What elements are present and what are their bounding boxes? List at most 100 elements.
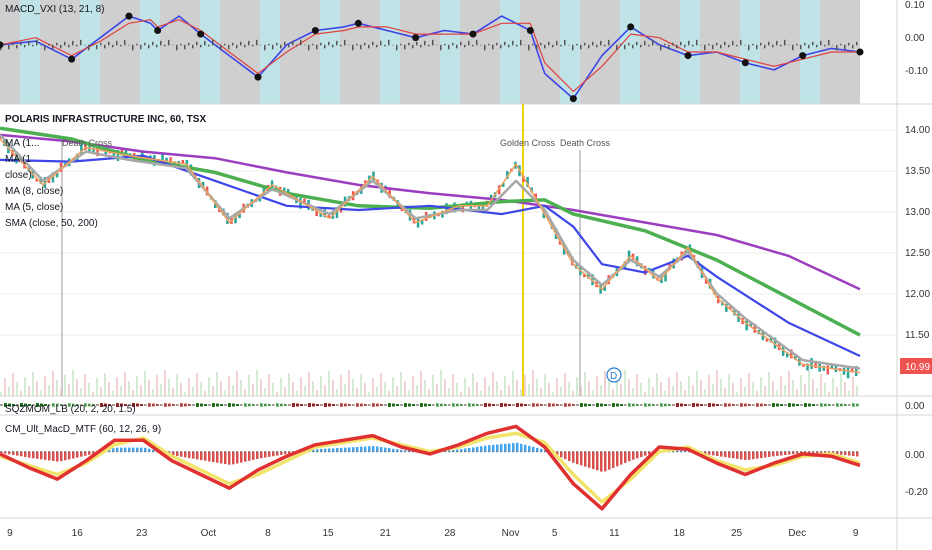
cm-hist-bar xyxy=(152,449,155,453)
cm-hist-bar xyxy=(172,451,175,456)
candle xyxy=(400,207,404,211)
volume-bar xyxy=(508,385,510,396)
cm-hist-bar xyxy=(16,451,19,456)
price-label-box xyxy=(900,358,932,374)
x-tick-label: 11 xyxy=(609,528,620,539)
volume-bar xyxy=(616,375,618,396)
macd-hist-bar xyxy=(36,39,38,46)
cm-hist-bar xyxy=(800,451,803,454)
volume-bar xyxy=(256,370,258,396)
macd-hist-bar xyxy=(824,44,826,47)
volume-bar xyxy=(4,378,6,396)
macd-band xyxy=(20,0,40,104)
volume-bar xyxy=(328,371,330,396)
macd-hist-bar xyxy=(60,44,62,49)
macd-hist-bar xyxy=(260,44,262,46)
volume-bar xyxy=(664,391,666,396)
volume-bar xyxy=(516,380,518,396)
macd-hist-bar xyxy=(800,44,802,50)
cm-hist-bar xyxy=(844,451,847,456)
volume-bar xyxy=(244,389,246,396)
volume-bar xyxy=(708,375,710,396)
macd-hist-bar xyxy=(304,44,306,46)
cm-hist-bar xyxy=(792,451,795,455)
volume-bar xyxy=(288,373,290,396)
volume-bar xyxy=(404,381,406,396)
macd-hist-bar xyxy=(212,39,214,46)
volume-bar xyxy=(732,383,734,396)
volume-bar xyxy=(540,388,542,396)
sqz-title: SQZMOM_LB (20, 2, 20, 1.5) xyxy=(5,404,136,415)
cm-hist-bar xyxy=(284,451,287,455)
cm-hist-bar xyxy=(224,451,227,465)
volume-bar xyxy=(428,389,430,396)
x-tick-label: 5 xyxy=(552,528,558,539)
macd-hist-bar xyxy=(588,44,590,49)
volume-bar xyxy=(824,383,826,396)
candle xyxy=(408,209,412,221)
macd-hist-bar xyxy=(840,43,842,46)
macd-hist-bar xyxy=(460,41,462,46)
x-tick-label: 8 xyxy=(265,528,271,539)
macd-hist-bar xyxy=(624,44,626,50)
volume-bar xyxy=(76,379,78,396)
cm-hist-bar xyxy=(0,451,3,453)
macd-hist-bar xyxy=(236,44,238,49)
cm-hist-bar xyxy=(452,449,455,453)
candle xyxy=(80,144,83,156)
volume-bar xyxy=(836,387,838,396)
macd-hist-bar xyxy=(392,44,394,46)
volume-bar xyxy=(276,392,278,396)
macd-marker xyxy=(799,52,807,60)
dividend-marker[interactable] xyxy=(606,367,622,383)
macd-hist-bar xyxy=(516,44,518,47)
volume-bar xyxy=(532,370,534,396)
cm-hist-bar xyxy=(344,447,347,453)
macd-title: MACD_VXI (13, 21, 8) xyxy=(5,4,104,15)
cm-hist-bar xyxy=(32,451,35,459)
cm-hist-bar xyxy=(516,442,519,453)
volume-bar xyxy=(632,388,634,396)
macd-hist-bar xyxy=(772,44,774,48)
x-tick-label: Oct xyxy=(201,528,217,539)
volume-bar xyxy=(652,387,654,396)
cm-hist-bar xyxy=(88,451,91,455)
volume-bar xyxy=(500,390,502,396)
cm-hist-bar xyxy=(64,451,67,461)
cm-hist-bar xyxy=(584,451,587,467)
series-line xyxy=(0,424,861,511)
cm-hist-bar xyxy=(68,451,71,460)
cm-hist-bar xyxy=(600,451,603,472)
macd-hist-bar xyxy=(616,44,618,51)
candle xyxy=(477,203,481,211)
volume-bar xyxy=(60,389,62,396)
volume-bar xyxy=(620,384,622,396)
cm-hist-bar xyxy=(576,451,579,465)
cm-hist-bar xyxy=(492,444,495,453)
y-tick-label: 0.10 xyxy=(905,0,925,11)
macd-hist-bar xyxy=(804,42,806,46)
volume-bar xyxy=(356,388,358,396)
cm-hist-bar xyxy=(392,448,395,453)
candle xyxy=(822,365,825,371)
macd-hist-bar xyxy=(100,42,102,46)
candle xyxy=(218,209,221,213)
macd-hist-bar xyxy=(536,44,538,50)
macd-hist-bar xyxy=(796,43,798,46)
macd-hist-bar xyxy=(24,44,26,48)
macd-hist-bar xyxy=(488,43,490,46)
cm-hist-bar xyxy=(84,451,87,456)
volume-bar xyxy=(492,372,494,396)
macd-hist-bar xyxy=(96,44,98,50)
macd-hist-bar xyxy=(612,44,614,46)
macd-hist-bar xyxy=(852,44,854,49)
cm-hist-bar xyxy=(624,451,627,463)
macd-band xyxy=(200,0,220,104)
macd-hist-bar xyxy=(672,42,674,46)
volume-bar xyxy=(184,392,186,396)
cm-hist-bar xyxy=(356,446,359,453)
macd-hist-bar xyxy=(320,42,322,46)
macd-hist-bar xyxy=(136,43,138,46)
macd-band xyxy=(0,0,20,104)
